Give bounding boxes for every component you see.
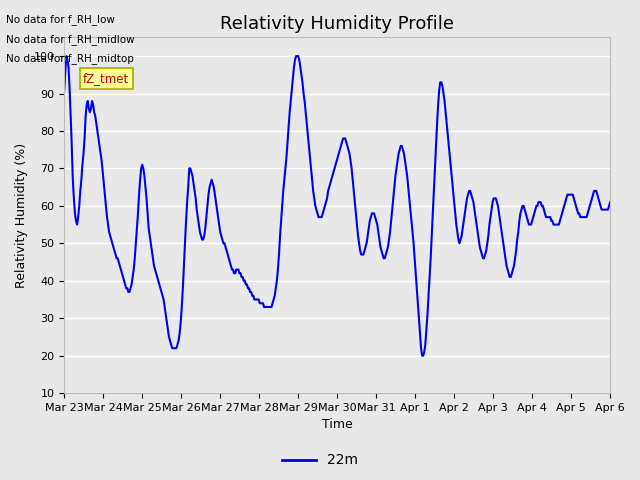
Text: No data for f_RH_low: No data for f_RH_low (6, 14, 115, 25)
Y-axis label: Relativity Humidity (%): Relativity Humidity (%) (15, 143, 28, 288)
Legend: 22m: 22m (276, 448, 364, 473)
X-axis label: Time: Time (322, 419, 353, 432)
Text: fZ_tmet: fZ_tmet (83, 72, 129, 85)
Text: No data for f_RH_midlow: No data for f_RH_midlow (6, 34, 135, 45)
Text: No data for f_RH_midtop: No data for f_RH_midtop (6, 53, 134, 64)
Title: Relativity Humidity Profile: Relativity Humidity Profile (220, 15, 454, 33)
